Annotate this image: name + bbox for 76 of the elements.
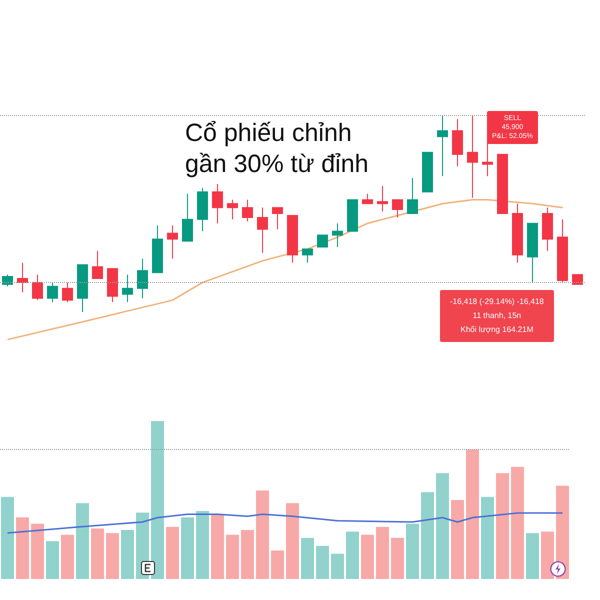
candlestick xyxy=(347,199,358,232)
candlestick xyxy=(467,114,478,198)
candlestick xyxy=(257,207,268,254)
candlestick xyxy=(2,274,13,287)
candlestick xyxy=(317,234,328,248)
candlestick xyxy=(362,193,373,204)
candlestick xyxy=(377,185,388,212)
candlestick xyxy=(62,282,73,303)
bar xyxy=(451,500,464,579)
bar xyxy=(61,534,74,579)
bar xyxy=(31,524,44,579)
bar xyxy=(286,503,299,579)
bar xyxy=(211,514,224,579)
bar xyxy=(76,503,89,579)
candlestick xyxy=(107,268,118,303)
bar xyxy=(46,541,59,579)
bar xyxy=(151,421,164,579)
annotation: Cổ phiếu chỉnh gần 30% từ đỉnh xyxy=(185,118,369,180)
candlestick xyxy=(272,207,283,230)
candlestick xyxy=(137,258,148,299)
bar xyxy=(526,533,539,579)
candlestick xyxy=(392,199,403,218)
bar xyxy=(166,526,179,579)
candlestick xyxy=(242,199,253,222)
bar xyxy=(226,534,239,579)
candlestick xyxy=(572,274,583,285)
candlestick xyxy=(332,222,343,248)
candlestick xyxy=(47,282,58,303)
bar xyxy=(196,511,209,579)
bar xyxy=(466,449,479,579)
candlestick xyxy=(167,224,178,260)
bar xyxy=(241,530,254,579)
candlestick xyxy=(527,222,538,283)
candlestick xyxy=(302,248,313,264)
candlestick xyxy=(557,218,568,283)
bar xyxy=(1,496,14,579)
bar xyxy=(181,517,194,579)
bar xyxy=(436,473,449,579)
candlestick xyxy=(407,178,418,214)
candlestick xyxy=(77,264,88,312)
bar xyxy=(91,528,104,579)
bar xyxy=(421,492,434,579)
bar xyxy=(376,526,389,579)
candlestick xyxy=(212,183,223,224)
candlestick xyxy=(452,118,463,167)
bar xyxy=(511,466,524,579)
bar xyxy=(496,473,509,579)
bar xyxy=(16,517,29,579)
candlestick xyxy=(542,207,553,252)
annotation: -16,418 (-29.14%) -16,418 11 thanh, 15n Khối lượng 164.21M xyxy=(440,290,554,342)
candlestick xyxy=(512,203,523,264)
candlestick xyxy=(437,114,448,177)
bar xyxy=(256,490,269,579)
bar xyxy=(121,530,134,579)
bar xyxy=(361,534,374,579)
candlestick xyxy=(152,224,163,274)
candlestick xyxy=(287,214,298,264)
candlestick xyxy=(182,193,193,242)
candlestick xyxy=(122,274,133,303)
bar xyxy=(346,532,359,579)
bar xyxy=(391,538,404,579)
candlestick xyxy=(17,262,28,293)
bar xyxy=(271,550,284,579)
candlestick xyxy=(197,187,208,232)
bar xyxy=(316,546,329,579)
bar xyxy=(331,554,344,579)
bar xyxy=(106,533,119,579)
candlestick xyxy=(497,154,508,214)
bar xyxy=(541,532,554,579)
candlestick xyxy=(32,274,43,301)
candlestick xyxy=(422,152,433,192)
bar xyxy=(301,538,314,579)
candlestick xyxy=(227,199,238,220)
bar xyxy=(406,524,419,579)
candlestick xyxy=(92,250,103,280)
bar xyxy=(481,496,494,579)
